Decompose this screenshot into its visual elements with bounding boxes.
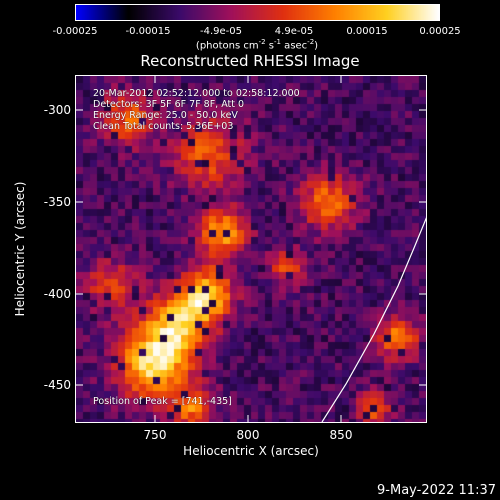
x-tick-label: 850 [329, 428, 353, 442]
colorbar-tick-label: 0.00015 [346, 26, 388, 37]
y-tick-label: -350 [43, 195, 71, 209]
y-tick-label: -300 [43, 103, 71, 117]
y-tick-label: -400 [43, 287, 71, 301]
colorbar [75, 4, 440, 21]
image-plot-area[interactable]: 20-Mar-2012 02:52:12.000 to 02:58:12.000… [75, 75, 427, 423]
timestamp: 9-May-2022 11:37 [377, 483, 496, 498]
x-tick-label: 750 [143, 428, 167, 442]
solar-limb-line [321, 217, 426, 422]
colorbar-tick-label: -0.00015 [125, 26, 171, 37]
overlay-peak-position: Position of Peak = [741,-435] [93, 396, 232, 407]
x-axis-label: Heliocentric X (arcsec) [183, 444, 319, 458]
colorbar-tick-label: 4.9e-05 [274, 26, 314, 37]
overlay-time-range: 20-Mar-2012 02:52:12.000 to 02:58:12.000 [93, 88, 300, 99]
colorbar-unit-label: (photons cm-2 s-1 asec-2) [195, 38, 319, 52]
overlay-energy-range: Energy Range: 25.0 - 50.0 keV [93, 110, 238, 121]
overlay-clean-counts: Clean Total counts: 5.36E+03 [93, 121, 234, 132]
colorbar-tick-label: 0.00025 [419, 26, 461, 37]
colorbar-tick-label: -4.9e-05 [200, 26, 242, 37]
y-tick-label: -450 [43, 378, 71, 392]
colorbar-tick-label: -0.00025 [52, 26, 98, 37]
x-tick-label: 800 [236, 428, 260, 442]
overlay-detectors: Detectors: 3F 5F 6F 7F 8F, Att 0 [93, 99, 245, 110]
y-axis-label: Heliocentric Y (arcsec) [13, 181, 27, 317]
rhessi-image-heatmap [76, 76, 426, 422]
plot-title: Reconstructed RHESSI Image [140, 52, 360, 70]
